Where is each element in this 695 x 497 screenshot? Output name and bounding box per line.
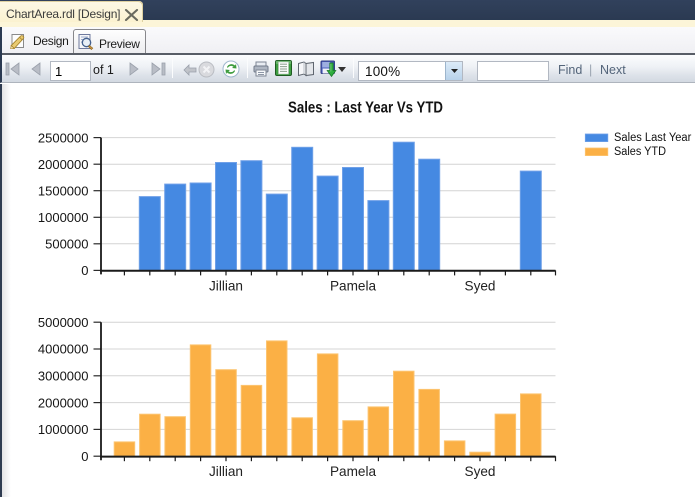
svg-text:4000000: 4000000: [38, 342, 89, 357]
svg-text:Pamela: Pamela: [330, 278, 377, 293]
svg-text:5000000: 5000000: [38, 315, 89, 330]
svg-text:3000000: 3000000: [38, 369, 89, 384]
svg-text:0: 0: [81, 263, 88, 278]
svg-text:Sales : Last Year Vs YTD: Sales : Last Year Vs YTD: [288, 100, 443, 117]
svg-text:2000000: 2000000: [38, 157, 89, 172]
svg-text:1000000: 1000000: [38, 210, 89, 225]
svg-text:0: 0: [81, 449, 88, 464]
svg-text:2500000: 2500000: [38, 130, 89, 145]
svg-text:Syed: Syed: [465, 278, 496, 293]
svg-text:1000000: 1000000: [38, 422, 89, 437]
svg-text:Jillian: Jillian: [209, 464, 243, 479]
svg-text:Syed: Syed: [465, 464, 496, 479]
svg-text:500000: 500000: [45, 237, 88, 252]
svg-text:1500000: 1500000: [38, 183, 89, 198]
svg-text:Pamela: Pamela: [330, 464, 377, 479]
svg-text:Sales Last Year: Sales Last Year: [614, 132, 691, 144]
svg-text:Sales YTD: Sales YTD: [614, 146, 666, 158]
svg-text:Jillian: Jillian: [209, 278, 243, 293]
svg-text:2000000: 2000000: [38, 395, 89, 410]
